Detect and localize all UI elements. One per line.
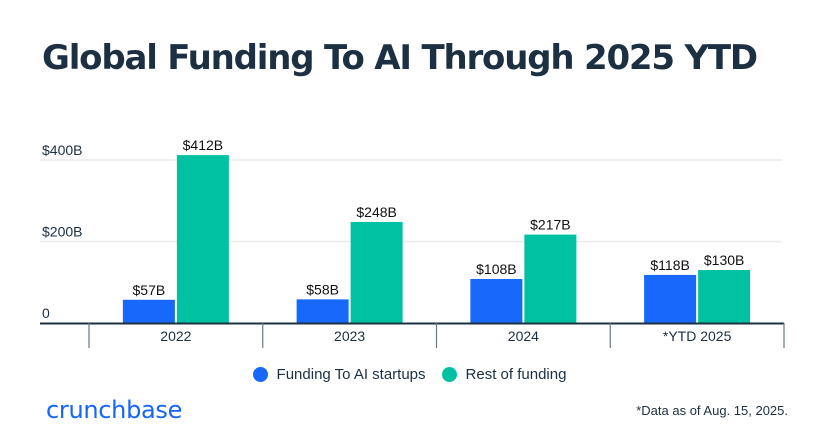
bar-rest-of-funding bbox=[350, 221, 403, 323]
legend-dot-icon bbox=[441, 367, 457, 382]
x-tick-label: 2022 bbox=[160, 328, 191, 344]
data-label: $412B bbox=[183, 137, 223, 153]
data-label: $58B bbox=[306, 281, 339, 297]
legend-item-rest-of-funding[interactable]: Rest of funding bbox=[441, 366, 567, 383]
y-tick-label: $200B bbox=[42, 224, 82, 240]
bar-ai-startups bbox=[470, 278, 523, 323]
data-label: $118B bbox=[650, 257, 689, 273]
crunchbase-logo: crunchbase bbox=[46, 396, 183, 424]
chart-title: Global Funding To AI Through 2025 YTD bbox=[42, 38, 758, 78]
bar-rest-of-funding bbox=[176, 155, 229, 323]
bars bbox=[122, 155, 751, 323]
x-tick-label: 2024 bbox=[508, 328, 539, 344]
bar-rest-of-funding bbox=[698, 270, 751, 323]
bar-rest-of-funding bbox=[524, 234, 577, 323]
data-label: $130B bbox=[704, 252, 744, 268]
legend-item-ai-startups[interactable]: Funding To AI startups bbox=[252, 366, 426, 383]
legend: Funding To AI startups Rest of funding bbox=[0, 366, 819, 383]
footnote: *Data as of Aug. 15, 2025. bbox=[636, 403, 788, 418]
bar-ai-startups bbox=[122, 299, 175, 323]
data-label: $248B bbox=[356, 204, 396, 220]
data-label: $217B bbox=[530, 217, 570, 233]
y-tick-label: 0 bbox=[42, 305, 50, 321]
legend-label: Rest of funding bbox=[465, 366, 567, 383]
bar-ai-startups bbox=[296, 299, 349, 323]
y-axis-ticks: 0 $200B $400B bbox=[42, 142, 82, 321]
data-label: $108B bbox=[476, 261, 516, 277]
legend-label: Funding To AI startups bbox=[276, 366, 426, 383]
bar-ai-startups bbox=[644, 274, 697, 323]
gridlines bbox=[40, 159, 782, 243]
y-tick-label: $400B bbox=[42, 142, 82, 158]
legend-dot-icon bbox=[252, 367, 268, 382]
x-axis: 2022 2023 2024 *YTD 2025 bbox=[40, 322, 785, 348]
data-label: $57B bbox=[133, 282, 166, 298]
x-tick-label: *YTD 2025 bbox=[663, 328, 732, 344]
x-tick-label: 2023 bbox=[334, 328, 365, 344]
data-labels: $57B $412B $58B $248B $108B $217B $118B $130B bbox=[133, 137, 745, 298]
